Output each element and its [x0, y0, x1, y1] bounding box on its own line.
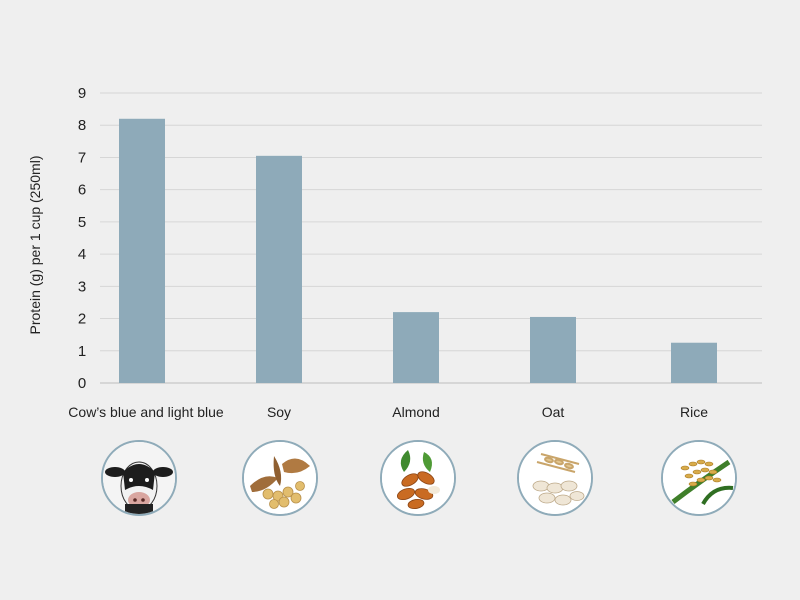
y-tick-label: 6 — [78, 182, 86, 199]
y-tick-label: 9 — [78, 85, 86, 102]
y-tick-label: 2 — [78, 311, 86, 328]
x-category-label: Cow’s blue and light blue — [68, 404, 224, 420]
y-tick-label: 7 — [78, 149, 86, 166]
y-axis-ticks: 0 1 2 3 4 5 6 7 8 9 — [78, 85, 86, 392]
bar — [671, 342, 717, 383]
cow-icon — [101, 440, 177, 516]
bar — [530, 316, 576, 383]
y-tick-label: 5 — [78, 214, 86, 231]
x-axis-categories: Cow’s blue and light blue Soy Almond Oat Ric… — [68, 404, 708, 420]
almond-icon — [380, 440, 456, 516]
y-tick-label: 8 — [78, 117, 86, 134]
x-category-label: Rice — [680, 404, 708, 420]
bar — [393, 312, 439, 383]
bars — [119, 118, 717, 384]
y-tick-label: 4 — [78, 246, 86, 263]
y-tick-label: 0 — [78, 375, 86, 392]
y-tick-label: 1 — [78, 343, 86, 360]
soybean-icon — [242, 440, 318, 516]
rice-icon — [661, 440, 737, 516]
x-category-label: Soy — [267, 404, 291, 420]
x-category-label: Oat — [542, 404, 565, 420]
oat-icon — [517, 440, 593, 516]
x-category-label: Almond — [392, 404, 439, 420]
bar — [119, 118, 165, 384]
grid-lines — [100, 92, 762, 384]
bar — [256, 155, 302, 383]
bar-chart: 0 1 2 3 4 5 6 7 8 9 Cow’s blue and light blue Soy A… — [27, 85, 762, 420]
y-tick-label: 3 — [78, 278, 86, 295]
y-axis-label: Protein (g) per 1 cup (250ml) — [27, 156, 43, 335]
